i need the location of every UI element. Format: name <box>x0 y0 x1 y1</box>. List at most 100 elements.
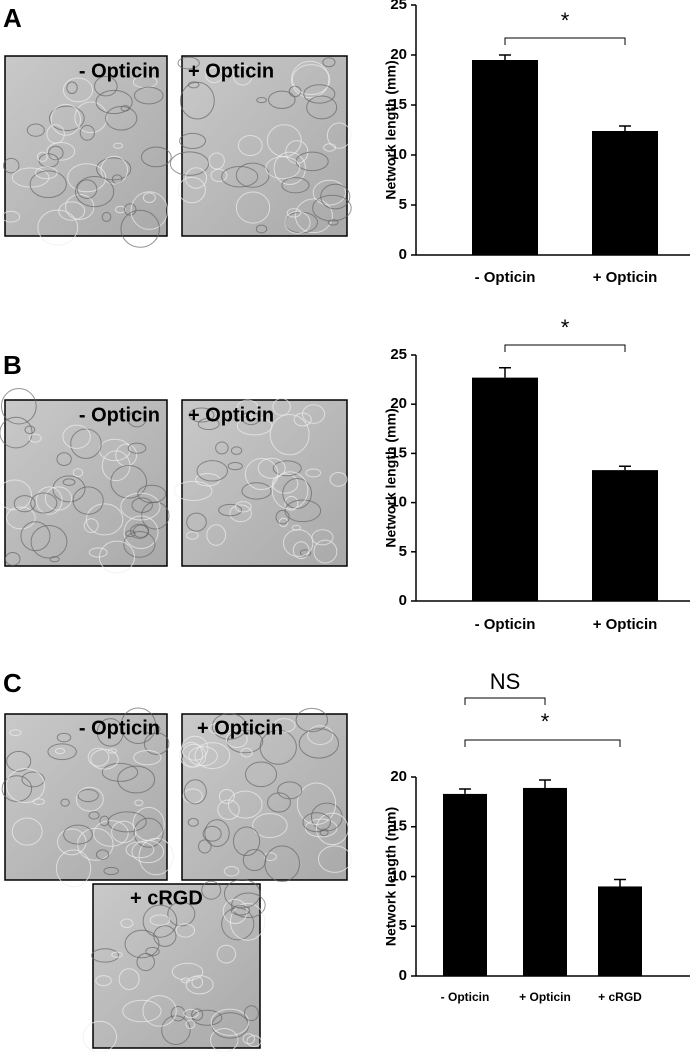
cell-outline <box>273 151 306 185</box>
cell-outline <box>208 152 225 170</box>
cell-outline <box>223 866 240 877</box>
error-bar <box>619 465 631 471</box>
cell-outline <box>124 929 160 959</box>
cell-outline <box>72 468 84 478</box>
cell-outline <box>210 168 228 182</box>
cell-outline <box>271 473 299 494</box>
cell-outline <box>130 191 169 230</box>
cell-outline <box>210 1008 250 1036</box>
cell-outline <box>170 1005 186 1022</box>
cell-outline <box>93 820 129 847</box>
significance-label: NS <box>490 669 521 694</box>
cell-outline <box>299 549 312 557</box>
cell-outline <box>37 209 79 246</box>
error-bar <box>619 125 631 131</box>
cell-outline <box>281 177 310 194</box>
cell-outline <box>186 531 199 540</box>
cell-outline <box>230 446 243 455</box>
cell-outline <box>206 524 227 546</box>
cell-outline <box>303 84 336 104</box>
cell-outline <box>131 840 165 864</box>
cell-outline <box>133 524 149 538</box>
cell-outline <box>66 81 78 95</box>
cell-outline <box>322 57 336 68</box>
micrograph <box>181 713 348 881</box>
cell-outline <box>326 122 352 149</box>
cell-outline <box>3 157 20 174</box>
cell-outline <box>235 162 270 188</box>
cell-outline <box>292 541 310 560</box>
cell-outline <box>217 799 240 820</box>
y-tick-label: 10 <box>390 146 407 163</box>
cell-outline <box>221 165 259 188</box>
image-label: - Opticin <box>79 717 160 739</box>
cell-outline <box>264 845 301 883</box>
cell-outline <box>218 788 235 804</box>
x-tick-label: - Opticin <box>441 990 490 1004</box>
cell-outline <box>120 707 157 744</box>
cell-outline <box>35 486 63 515</box>
cell-outline <box>47 743 77 761</box>
image-label: + Opticin <box>188 404 274 426</box>
cell-outline <box>100 155 129 185</box>
cell-outline <box>215 441 229 455</box>
cell-outline <box>237 134 263 157</box>
significance-bracket <box>504 344 626 352</box>
cell-outline <box>197 418 220 431</box>
cell-outline <box>267 792 291 813</box>
cell-outline <box>230 905 251 916</box>
cell-outline <box>107 748 118 754</box>
significance-label: * <box>561 315 570 340</box>
cell-outline <box>62 478 76 486</box>
cell-outline <box>103 866 119 876</box>
cell-outline <box>185 1019 196 1029</box>
cell-outline <box>183 779 207 805</box>
cell-outline <box>140 146 172 168</box>
x-tick-label: + cRGD <box>598 990 642 1004</box>
cell-outline <box>48 145 64 161</box>
image-label: + Opticin <box>188 60 274 82</box>
cell-outline <box>6 768 45 804</box>
cell-outline <box>30 525 68 559</box>
cell-outline <box>282 478 313 509</box>
cell-outline <box>55 849 92 888</box>
cell-outline <box>123 530 156 558</box>
y-tick-label: 10 <box>390 867 407 884</box>
cell-outline <box>122 999 162 1023</box>
y-tick-label: 0 <box>399 246 407 263</box>
cell-outline <box>120 918 134 929</box>
cell-outline <box>269 414 310 456</box>
cell-outline <box>291 64 331 96</box>
cell-outline <box>218 503 243 517</box>
cell-outline <box>202 825 222 842</box>
cell-outline <box>312 179 347 206</box>
cell-outline <box>87 747 110 767</box>
bar <box>592 470 658 601</box>
bar <box>523 787 567 976</box>
cell-outline <box>181 743 207 768</box>
significance-bracket <box>464 697 546 705</box>
cell-outline <box>107 811 147 833</box>
cell-outline <box>94 76 118 97</box>
cell-outline <box>57 828 87 856</box>
cell-outline <box>194 742 231 770</box>
cell-outline <box>291 60 330 99</box>
cell-outline <box>272 398 291 416</box>
cell-outline <box>133 750 162 766</box>
cell-outline <box>197 839 212 854</box>
cell-outline <box>70 428 102 459</box>
cell-outline <box>77 788 99 803</box>
y-tick-label: 20 <box>390 395 407 412</box>
cell-outline <box>223 879 261 909</box>
x-tick-label: + Opticin <box>519 990 571 1004</box>
cell-outline <box>60 798 70 807</box>
cell-outline <box>242 1033 256 1045</box>
cell-outline <box>205 67 223 84</box>
significance-bracket <box>464 739 621 747</box>
y-tick-label: 0 <box>399 592 407 609</box>
cell-outline <box>56 452 72 466</box>
cell-outline <box>196 460 228 482</box>
y-tick-label: 15 <box>390 444 407 461</box>
cell-outline <box>252 813 288 838</box>
cell-outline <box>137 484 167 504</box>
